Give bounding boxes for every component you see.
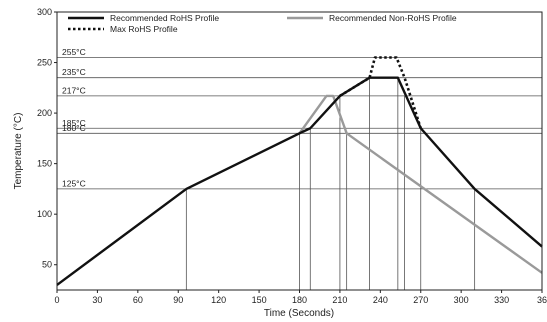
y-axis-ticks: 50 100 150 200 250 300: [37, 7, 57, 270]
series-line-2: [298, 94, 543, 274]
reference-label-185: 185°C: [62, 118, 86, 128]
reference-label-125: 125°C: [62, 178, 86, 188]
x-tick-label: 120: [211, 295, 226, 305]
y-tick-label: 250: [37, 58, 52, 68]
x-tick-label: 36: [537, 295, 547, 305]
x-tick-label: 90: [173, 295, 183, 305]
series-lines: [56, 56, 543, 286]
y-tick-label: 100: [37, 209, 52, 219]
series-line-1: [339, 56, 422, 129]
legend-label-2: Recommended Non-RoHS Profile: [329, 13, 457, 23]
reference-label-217: 217°C: [62, 85, 86, 95]
x-tick-label: 150: [252, 295, 267, 305]
x-tick-label: 300: [454, 295, 469, 305]
x-tick-label: 30: [92, 295, 102, 305]
y-tick-label: 50: [42, 260, 52, 270]
series-line-0: [56, 76, 543, 286]
reference-label-235: 235°C: [62, 67, 86, 77]
x-axis-ticks: 0 30 60 90 120 150 180 210 240 270 300 330 36: [54, 290, 547, 305]
y-tick-label: 150: [37, 159, 52, 169]
x-tick-label: 330: [494, 295, 509, 305]
x-axis-label: Time (Seconds): [264, 308, 334, 319]
vertical-markers: [185, 77, 476, 290]
x-tick-label: 240: [373, 295, 388, 305]
legend-label-1: Max RoHS Profile: [110, 24, 178, 34]
reference-label-180: 180°C: [62, 123, 86, 133]
y-axis-label: Temperature (°C): [13, 113, 24, 190]
legend-label-0: Recommended RoHS Profile: [110, 13, 219, 23]
x-tick-label: 180: [292, 295, 307, 305]
x-tick-label: 270: [413, 295, 428, 305]
x-tick-label: 0: [54, 295, 59, 305]
y-tick-label: 200: [37, 108, 52, 118]
reference-label-255: 255°C: [62, 47, 86, 57]
y-tick-label: 300: [37, 7, 52, 17]
x-tick-label: 60: [133, 295, 143, 305]
x-tick-label: 210: [332, 295, 347, 305]
